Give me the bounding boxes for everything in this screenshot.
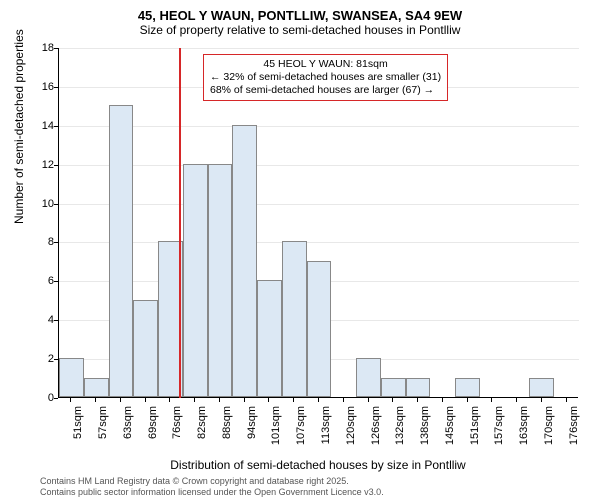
- histogram-bar: [282, 241, 307, 397]
- histogram-bar: [257, 280, 282, 397]
- xtick-label: 76sqm: [171, 406, 183, 450]
- ytick-mark: [54, 48, 58, 49]
- attribution-footer: Contains HM Land Registry data © Crown c…: [40, 476, 384, 498]
- histogram-bar: [307, 261, 332, 397]
- xtick-mark: [244, 398, 245, 402]
- xtick-label: 163sqm: [518, 406, 530, 450]
- ytick-label: 0: [30, 392, 54, 404]
- y-axis-label: Number of semi-detached properties: [12, 29, 26, 224]
- xtick-mark: [417, 398, 418, 402]
- xtick-mark: [541, 398, 542, 402]
- gridline: [59, 165, 579, 166]
- xtick-label: 120sqm: [345, 406, 357, 450]
- xtick-label: 94sqm: [246, 406, 258, 450]
- plot-region: 45 HEOL Y WAUN: 81sqm← 32% of semi-detac…: [58, 48, 578, 398]
- xtick-label: 82sqm: [196, 406, 208, 450]
- xtick-label: 138sqm: [419, 406, 431, 450]
- xtick-mark: [70, 398, 71, 402]
- ytick-label: 14: [30, 120, 54, 132]
- xtick-label: 69sqm: [147, 406, 159, 450]
- ytick-label: 2: [30, 353, 54, 365]
- gridline: [59, 126, 579, 127]
- xtick-label: 145sqm: [444, 406, 456, 450]
- xtick-label: 51sqm: [72, 406, 84, 450]
- histogram-bar: [232, 125, 257, 397]
- xtick-mark: [467, 398, 468, 402]
- histogram-bar: [406, 378, 431, 397]
- xtick-label: 126sqm: [370, 406, 382, 450]
- annotation-line: 68% of semi-detached houses are larger (…: [210, 84, 441, 97]
- annotation-line: ← 32% of semi-detached houses are smalle…: [210, 71, 441, 84]
- page-subtitle: Size of property relative to semi-detach…: [0, 23, 600, 41]
- xtick-label: 170sqm: [543, 406, 555, 450]
- xtick-label: 151sqm: [469, 406, 481, 450]
- xtick-mark: [516, 398, 517, 402]
- ytick-label: 10: [30, 198, 54, 210]
- xtick-mark: [368, 398, 369, 402]
- gridline: [59, 48, 579, 49]
- histogram-bar: [529, 378, 554, 397]
- xtick-mark: [268, 398, 269, 402]
- ytick-label: 4: [30, 314, 54, 326]
- xtick-label: 157sqm: [493, 406, 505, 450]
- page-title: 45, HEOL Y WAUN, PONTLLIW, SWANSEA, SA4 …: [0, 0, 600, 23]
- annotation-line: 45 HEOL Y WAUN: 81sqm: [210, 58, 441, 71]
- histogram-bar: [455, 378, 480, 397]
- ytick-mark: [54, 281, 58, 282]
- xtick-mark: [491, 398, 492, 402]
- xtick-label: 88sqm: [221, 406, 233, 450]
- xtick-label: 101sqm: [270, 406, 282, 450]
- x-axis-label: Distribution of semi-detached houses by …: [58, 458, 578, 472]
- xtick-mark: [442, 398, 443, 402]
- histogram-bar: [183, 164, 208, 397]
- ytick-mark: [54, 242, 58, 243]
- gridline: [59, 242, 579, 243]
- footer-line: Contains HM Land Registry data © Crown c…: [40, 476, 384, 487]
- reference-line: [179, 48, 181, 398]
- ytick-label: 12: [30, 159, 54, 171]
- xtick-mark: [169, 398, 170, 402]
- xtick-mark: [318, 398, 319, 402]
- ytick-mark: [54, 359, 58, 360]
- histogram-bar: [59, 358, 84, 397]
- xtick-mark: [219, 398, 220, 402]
- xtick-label: 176sqm: [568, 406, 580, 450]
- ytick-label: 18: [30, 42, 54, 54]
- ytick-mark: [54, 204, 58, 205]
- ytick-mark: [54, 398, 58, 399]
- histogram-bar: [208, 164, 233, 397]
- footer-line: Contains public sector information licen…: [40, 487, 384, 498]
- xtick-mark: [566, 398, 567, 402]
- histogram-bar: [381, 378, 406, 397]
- ytick-mark: [54, 320, 58, 321]
- xtick-mark: [293, 398, 294, 402]
- ytick-mark: [54, 126, 58, 127]
- xtick-mark: [145, 398, 146, 402]
- xtick-label: 57sqm: [97, 406, 109, 450]
- annotation-box: 45 HEOL Y WAUN: 81sqm← 32% of semi-detac…: [203, 54, 448, 101]
- histogram-chart: 45 HEOL Y WAUN: 81sqm← 32% of semi-detac…: [58, 48, 578, 418]
- histogram-bar: [84, 378, 109, 397]
- ytick-label: 6: [30, 275, 54, 287]
- xtick-label: 132sqm: [394, 406, 406, 450]
- xtick-label: 113sqm: [320, 406, 332, 450]
- ytick-label: 8: [30, 236, 54, 248]
- ytick-mark: [54, 165, 58, 166]
- ytick-label: 16: [30, 81, 54, 93]
- xtick-mark: [95, 398, 96, 402]
- xtick-mark: [120, 398, 121, 402]
- xtick-label: 63sqm: [122, 406, 134, 450]
- xtick-mark: [392, 398, 393, 402]
- histogram-bar: [133, 300, 158, 397]
- histogram-bar: [356, 358, 381, 397]
- xtick-label: 107sqm: [295, 406, 307, 450]
- gridline: [59, 204, 579, 205]
- ytick-mark: [54, 87, 58, 88]
- histogram-bar: [109, 105, 134, 397]
- xtick-mark: [343, 398, 344, 402]
- xtick-mark: [194, 398, 195, 402]
